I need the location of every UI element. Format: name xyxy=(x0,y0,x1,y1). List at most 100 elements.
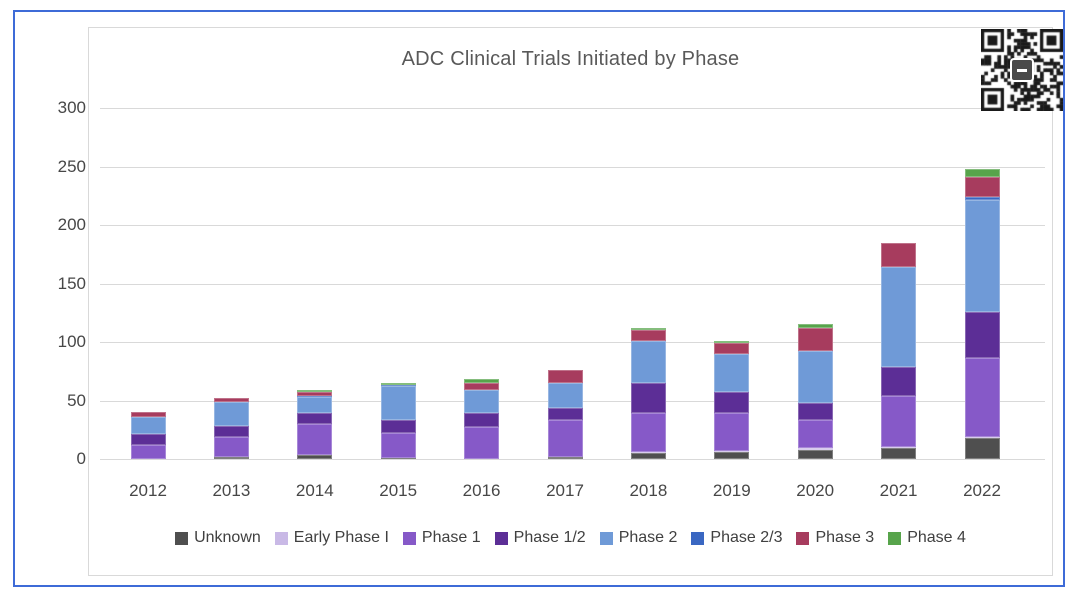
bar-segment xyxy=(797,327,833,352)
y-axis-tick-label: 50 xyxy=(67,390,86,410)
x-axis-tick-label: 2013 xyxy=(212,481,251,500)
bar-segment xyxy=(547,456,583,459)
bar-segment xyxy=(464,389,500,414)
bar-segment xyxy=(797,402,833,421)
y-axis-tick-label: 250 xyxy=(57,156,86,176)
x-axis-tick-label: 2012 xyxy=(129,481,167,500)
bar-segment xyxy=(881,267,917,367)
bar-segment xyxy=(714,343,750,354)
bar-segment xyxy=(213,398,249,402)
legend-item: Phase 2/3 xyxy=(691,529,782,547)
bar-segment xyxy=(797,324,833,328)
legend-item: Phase 2 xyxy=(599,529,678,547)
bar-segment xyxy=(964,436,1000,438)
gridline xyxy=(100,108,1045,109)
legend-swatch xyxy=(494,531,508,545)
bar-segment xyxy=(630,340,666,383)
bar-segment xyxy=(881,242,917,268)
legend-label: Phase 2 xyxy=(618,529,678,546)
bar-segment xyxy=(130,412,166,417)
bar-segment xyxy=(964,200,1000,312)
bar-segment xyxy=(380,385,416,387)
legend-item: Phase 1/2 xyxy=(494,529,586,547)
qr-code xyxy=(981,29,1063,111)
legend-label: Phase 1 xyxy=(421,529,481,546)
bar-segment xyxy=(380,382,416,386)
legend-item: Phase 3 xyxy=(796,529,874,547)
bar-segment xyxy=(464,427,500,459)
y-axis-tick-label: 0 xyxy=(76,449,86,468)
bar-segment xyxy=(297,455,333,459)
bar-segment xyxy=(797,420,833,449)
bar-segment xyxy=(964,168,1000,178)
bar-segment xyxy=(380,433,416,458)
x-axis-tick-label: 2018 xyxy=(629,481,668,500)
bar-segment xyxy=(547,420,583,457)
qr-center-logo-icon xyxy=(1010,58,1034,82)
legend-swatch xyxy=(796,531,810,545)
bar-segment xyxy=(380,457,416,459)
legend-swatch xyxy=(888,531,902,545)
bar-segment xyxy=(297,395,333,397)
bar-segment xyxy=(547,370,583,383)
bar-segment xyxy=(464,379,500,383)
bar-segment xyxy=(964,311,1000,359)
legend-label: Early Phase I xyxy=(293,529,389,546)
legend-swatch xyxy=(402,531,416,545)
gridline xyxy=(100,166,1045,168)
bar-segment xyxy=(714,413,750,451)
y-axis-tick-label: 200 xyxy=(57,215,86,234)
bar-segment xyxy=(464,413,500,428)
bar-segment xyxy=(130,444,166,459)
legend-swatch xyxy=(599,531,613,545)
x-axis-tick-label: 2016 xyxy=(462,481,501,500)
legend-label: Phase 2/3 xyxy=(710,529,783,546)
bar-segment xyxy=(797,448,833,450)
bar-segment xyxy=(714,353,750,393)
bar-segment xyxy=(714,451,750,459)
legend-label: Phase 1/2 xyxy=(513,529,586,546)
bar-segment xyxy=(964,358,1000,437)
bar-segment xyxy=(630,330,666,341)
bar-segment xyxy=(964,177,1000,197)
legend-label: Phase 3 xyxy=(815,529,875,546)
bar-segment xyxy=(797,351,833,403)
bar-segment xyxy=(547,407,583,421)
x-axis-tick-label: 2022 xyxy=(963,481,1001,500)
y-axis-tick-label: 100 xyxy=(57,332,86,351)
bar-segment xyxy=(881,448,917,459)
bar-segment xyxy=(630,413,666,452)
bar-segment xyxy=(547,382,583,408)
bar-segment xyxy=(380,386,416,421)
legend-swatch xyxy=(691,531,705,545)
bar-segment xyxy=(213,456,249,459)
x-axis-tick-label: 2019 xyxy=(712,481,751,500)
bar-segment xyxy=(380,420,416,434)
x-axis-tick-label: 2015 xyxy=(379,481,418,500)
bar-segment xyxy=(964,437,1000,459)
bar-segment xyxy=(297,392,333,396)
bar-segment xyxy=(464,382,500,390)
bar-segment xyxy=(297,413,333,424)
bar-segment xyxy=(881,395,917,448)
bar-segment xyxy=(630,453,666,459)
bar-segment xyxy=(714,392,750,414)
bar-segment xyxy=(297,389,333,393)
x-axis-tick-label: 2014 xyxy=(295,481,334,500)
legend-item: Phase 4 xyxy=(888,529,966,547)
bar-segment xyxy=(213,426,249,437)
legend-label: Phase 4 xyxy=(907,529,966,546)
bar-segment xyxy=(213,401,249,427)
bar-segment xyxy=(881,366,917,396)
x-axis-tick-label: 2020 xyxy=(796,481,835,500)
gridline xyxy=(100,342,1045,343)
chart-title: ADC Clinical Trials Initiated by Phase xyxy=(401,48,740,70)
bar-segment xyxy=(714,450,750,452)
bar-segment xyxy=(630,327,666,331)
bar-segment xyxy=(964,196,1000,201)
x-axis-tick-label: 2017 xyxy=(546,481,584,500)
bar-segment xyxy=(297,396,333,414)
legend-swatch xyxy=(175,531,189,545)
y-axis-tick-label: 150 xyxy=(57,273,86,293)
legend: Unknown Early Phase I Phase 1 Phase 1/2 Phas… xyxy=(88,529,1053,547)
